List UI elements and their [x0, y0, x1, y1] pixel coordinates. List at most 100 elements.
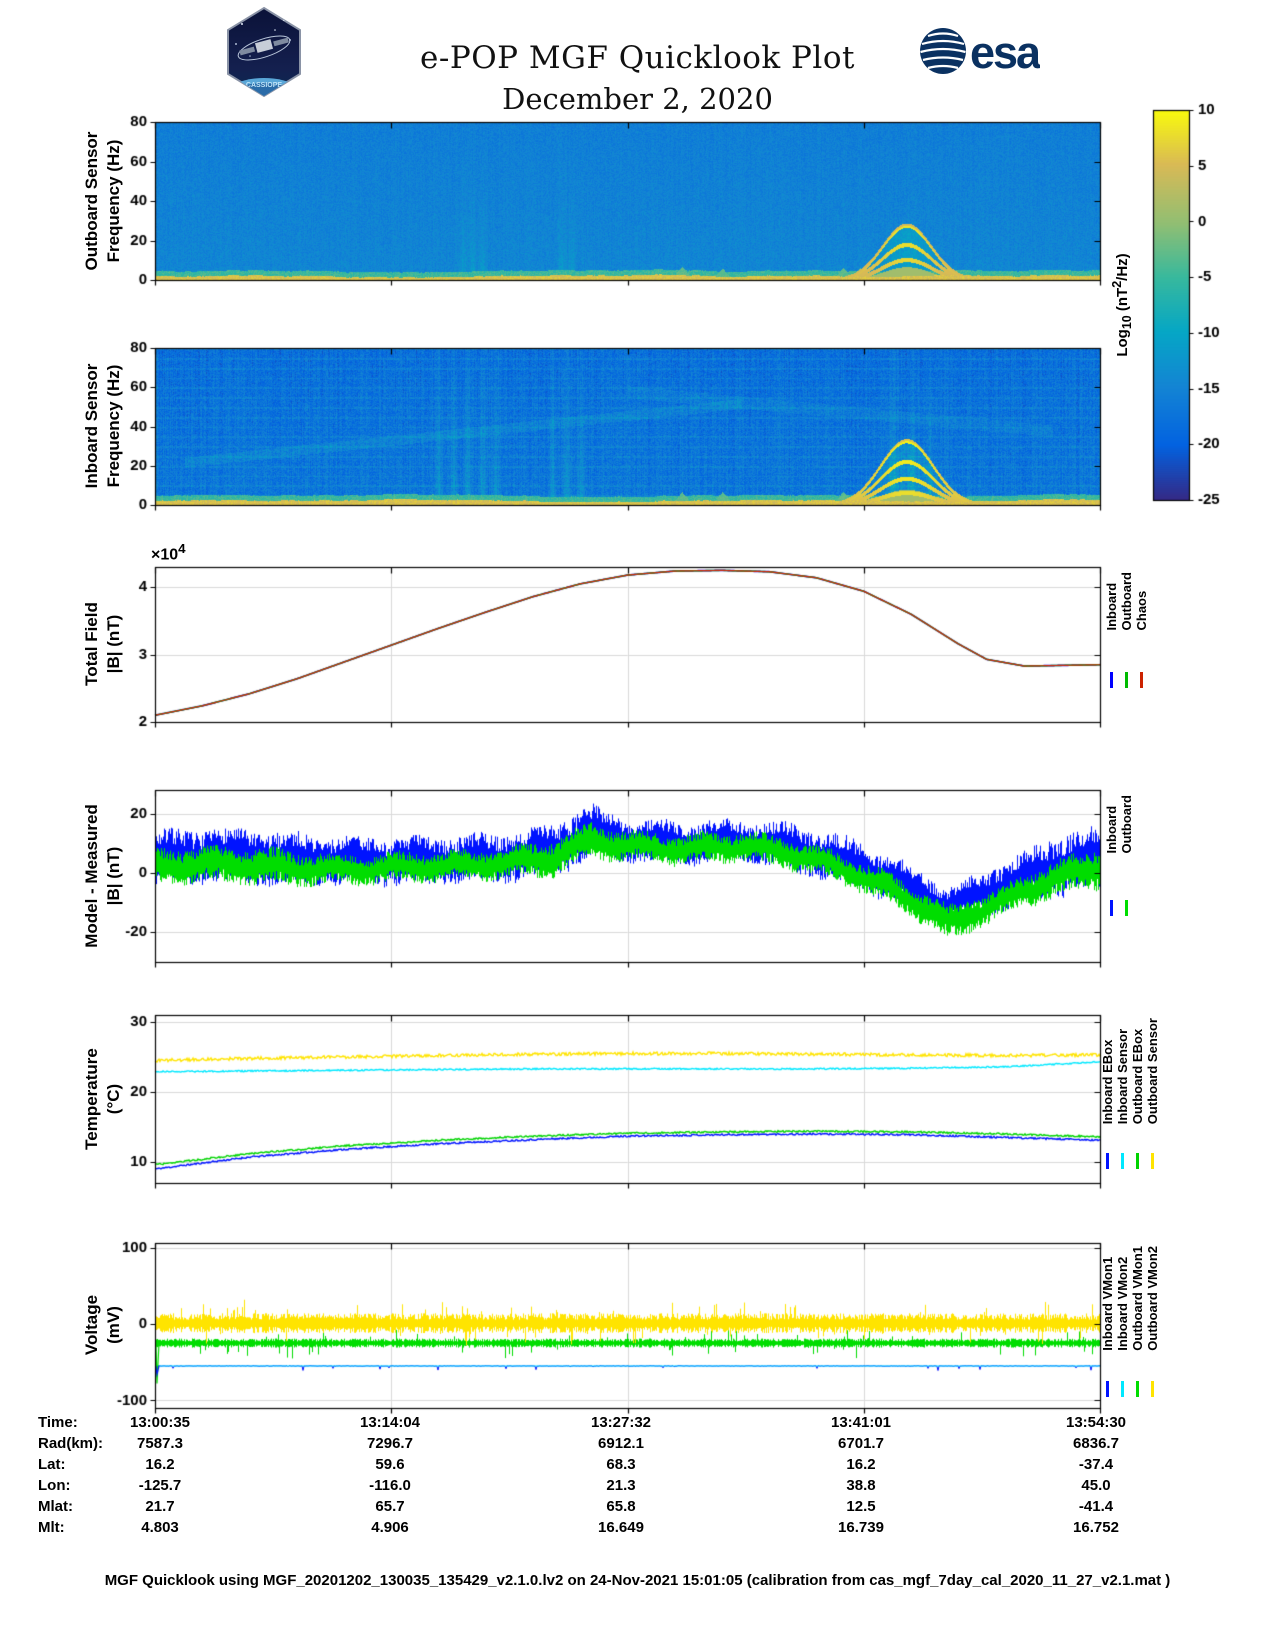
ephemeris-value: 13:41:01 — [830, 1414, 892, 1431]
ephemeris-value: 16.739 — [838, 1519, 884, 1536]
legend-mark-chaos — [1140, 672, 1143, 688]
ephemeris-row-label: Rad(km): — [38, 1435, 104, 1452]
y-axis-label-outboard-spectrogram: Outboard Sensor Frequency (Hz) — [81, 131, 123, 271]
legend-temperature: Inboard EBox Inboard Sensor Outboard EBo… — [1100, 1018, 1160, 1169]
inboard-spectrogram-canvas — [100, 336, 1110, 517]
ephemeris-value: 45.0 — [1081, 1477, 1111, 1494]
legend-label-inboard-vmon2: Inboard VMon2 — [1115, 1256, 1130, 1351]
ephemeris-row-mlat: Mlat: 21.7 65.7 65.8 12.5 -41.4 — [0, 1498, 1275, 1519]
legend-label-outboard-vmon2: Outboard VMon2 — [1145, 1246, 1160, 1351]
cassiope-satellite-icon — [239, 37, 289, 56]
legend-item: Outboard — [1119, 795, 1134, 916]
legend-item: Outboard — [1119, 572, 1134, 688]
ephemeris-value: 13:27:32 — [590, 1414, 652, 1431]
colorbar — [1145, 100, 1245, 520]
ephemeris-row-label: Time: — [38, 1414, 78, 1431]
outboard-spectrogram-canvas — [100, 110, 1110, 292]
legend-item: Inboard VMon2 — [1115, 1246, 1130, 1397]
ephemeris-value: 6836.7 — [1073, 1435, 1119, 1452]
ephemeris-row-mlt: Mlt: 4.803 4.906 16.649 16.739 16.752 — [0, 1519, 1275, 1540]
footer-text: MGF Quicklook using MGF_20201202_130035_… — [104, 1572, 1171, 1589]
legend-mark-outboard-vmon2 — [1151, 1381, 1154, 1397]
legend-label-chaos: Chaos — [1134, 590, 1149, 631]
legend-mark-inboard-sensor — [1121, 1153, 1124, 1169]
ephemeris-value: 13:00:35 — [129, 1414, 191, 1431]
ephemeris-value: 21.3 — [606, 1477, 636, 1494]
ephemeris-value: 16.2 — [145, 1456, 175, 1473]
legend-label-outboard: Outboard — [1119, 572, 1134, 631]
legend-label-inboard-ebox: Inboard EBox — [1100, 1039, 1115, 1125]
legend-item: Inboard — [1104, 795, 1119, 916]
legend-voltage: Inboard VMon1 Inboard VMon2 Outboard VMo… — [1100, 1246, 1160, 1397]
legend-item: Inboard Sensor — [1115, 1018, 1130, 1169]
ephemeris-value: 7296.7 — [367, 1435, 413, 1452]
legend-label-inboard-vmon1: Inboard VMon1 — [1100, 1256, 1115, 1351]
legend-mark-inboard — [1110, 900, 1113, 916]
cassiope-logo: CASSIOPE — [227, 6, 301, 98]
legend-item: Inboard — [1104, 572, 1119, 688]
legend-mark-outboard-sensor — [1151, 1153, 1154, 1169]
ephemeris-value: -116.0 — [369, 1477, 411, 1494]
ephemeris-value: 6701.7 — [838, 1435, 884, 1452]
legend-label-outboard: Outboard — [1119, 795, 1134, 854]
ephemeris-row-lon: Lon: -125.7 -116.0 21.3 38.8 45.0 — [0, 1477, 1275, 1498]
ephemeris-value: 21.7 — [145, 1498, 175, 1515]
ephemeris-value: 65.8 — [606, 1498, 636, 1515]
total-field-canvas — [100, 555, 1110, 734]
legend-mark-outboard-ebox — [1136, 1153, 1139, 1169]
ephemeris-value: 4.803 — [141, 1519, 179, 1536]
model-minus-measured-canvas — [100, 778, 1110, 974]
ephemeris-row-label: Lon: — [38, 1477, 71, 1494]
legend-label-inboard: Inboard — [1104, 582, 1119, 631]
ephemeris-value: -41.4 — [1078, 1498, 1114, 1515]
ephemeris-value: 59.6 — [375, 1456, 405, 1473]
ephemeris-value: 16.2 — [846, 1456, 876, 1473]
cassiope-orbit-ring — [237, 35, 291, 61]
ephemeris-value: -37.4 — [1078, 1456, 1114, 1473]
legend-item: Chaos — [1134, 572, 1149, 688]
ephemeris-row-label: Mlt: — [38, 1519, 65, 1536]
legend-total-field: Inboard Outboard Chaos — [1104, 572, 1149, 688]
legend-label-outboard-vmon1: Outboard VMon1 — [1130, 1246, 1145, 1351]
plot-title: e-POP MGF Quicklook Plot — [420, 40, 855, 76]
esa-emblem-globe — [920, 28, 966, 74]
legend-item: Inboard EBox — [1100, 1018, 1115, 1169]
ephemeris-value: 6912.1 — [598, 1435, 644, 1452]
legend-label-outboard-ebox: Outboard EBox — [1130, 1028, 1145, 1125]
cassiope-logo-text: CASSIOPE — [246, 82, 283, 89]
plot-title-block: e-POP MGF Quicklook Plot December 2, 202… — [0, 40, 1275, 116]
legend-mark-inboard-vmon2 — [1121, 1381, 1124, 1397]
legend-model-minus-measured: Inboard Outboard — [1104, 795, 1134, 916]
ephemeris-value: 65.7 — [375, 1498, 405, 1515]
legend-mark-inboard — [1110, 672, 1113, 688]
legend-item: Outboard VMon1 — [1130, 1246, 1145, 1397]
ephemeris-value: 13:14:04 — [359, 1414, 421, 1431]
esa-logo: esa — [920, 27, 1040, 78]
legend-label-inboard-sensor: Inboard Sensor — [1115, 1028, 1130, 1125]
voltage-canvas — [100, 1231, 1110, 1420]
temperature-canvas — [100, 1003, 1110, 1195]
legend-label-outboard-sensor: Outboard Sensor — [1145, 1018, 1160, 1125]
legend-item: Inboard VMon1 — [1100, 1246, 1115, 1397]
y-axis-label-temperature: Temperature (°C) — [81, 1048, 123, 1150]
ephemeris-row-label: Lat: — [38, 1456, 66, 1473]
ephemeris-value: 68.3 — [606, 1456, 636, 1473]
esa-logo-text: esa — [970, 27, 1040, 78]
legend-mark-outboard-vmon1 — [1136, 1381, 1139, 1397]
ephemeris-value: 12.5 — [846, 1498, 876, 1515]
ephemeris-value: -125.7 — [138, 1477, 182, 1494]
ephemeris-row-time: Time: 13:00:35 13:14:04 13:27:32 13:41:0… — [0, 1414, 1275, 1435]
legend-item: Outboard EBox — [1130, 1018, 1145, 1169]
ephemeris-value: 13:54:30 — [1065, 1414, 1127, 1431]
ephemeris-row-label: Mlat: — [38, 1498, 73, 1515]
ephemeris-row-rad: Rad(km): 7587.3 7296.7 6912.1 6701.7 683… — [0, 1435, 1275, 1456]
ephemeris-value: 38.8 — [846, 1477, 876, 1494]
legend-item: Outboard Sensor — [1145, 1018, 1160, 1169]
legend-label-inboard: Inboard — [1104, 805, 1119, 854]
ephemeris-value: 16.752 — [1073, 1519, 1119, 1536]
y-axis-label-model-minus-measured: Model - Measured |B| (nT) — [81, 804, 123, 948]
legend-item: Outboard VMon2 — [1145, 1246, 1160, 1397]
axis-multiplier-total-field: ×104 — [151, 541, 186, 564]
legend-mark-outboard — [1125, 900, 1128, 916]
